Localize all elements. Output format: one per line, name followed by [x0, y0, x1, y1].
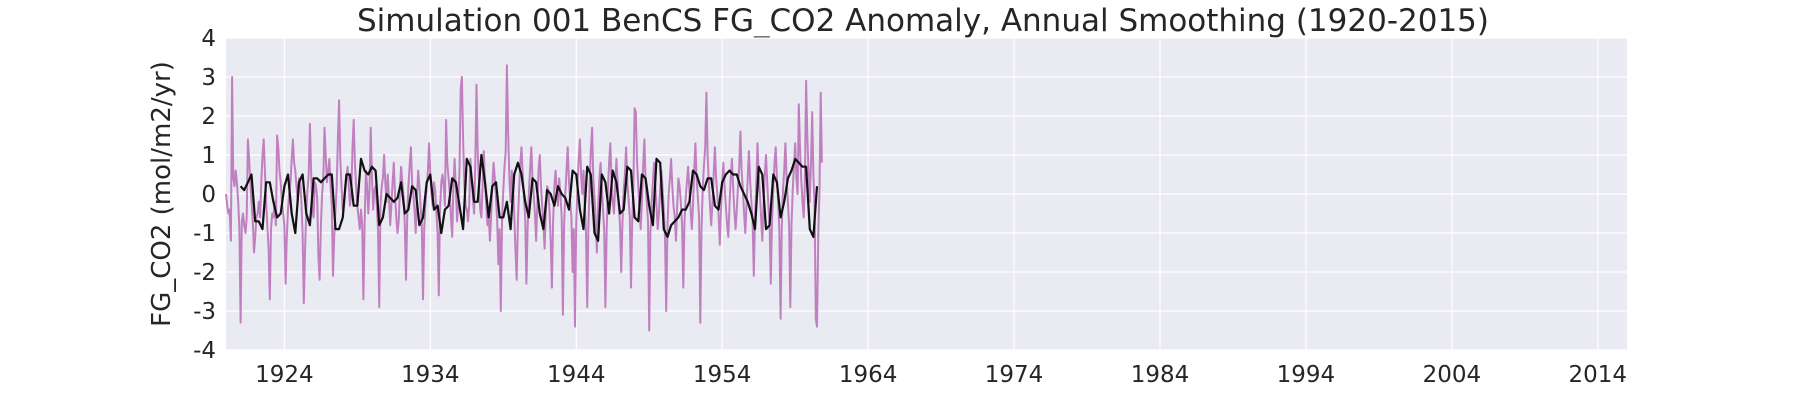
x-tick-labels: 1924 1934 1944 1954 1964 1974 1984 1994 2004 2014 — [255, 362, 1627, 388]
x-tick-label: 1954 — [693, 362, 752, 388]
y-tick-label: 1 — [201, 143, 216, 169]
y-tick-labels: 4 3 2 1 0 -1 -2 -3 -4 — [193, 26, 216, 364]
y-tick-label: 0 — [201, 182, 216, 208]
x-tick-label: 1944 — [547, 362, 606, 388]
x-tick-label: 1984 — [1131, 362, 1190, 388]
series-lines — [225, 64, 823, 332]
y-axis-label: FG_CO2 (mol/m2/yr) — [147, 61, 177, 327]
x-tick-label: 1924 — [255, 362, 314, 388]
x-tick-label: 1974 — [985, 362, 1044, 388]
y-tick-label: -4 — [193, 338, 216, 364]
x-tick-label: 2014 — [1569, 362, 1628, 388]
y-tick-label: -3 — [193, 299, 216, 325]
y-tick-label: 4 — [201, 26, 216, 52]
smoothed-series-line — [239, 153, 819, 242]
y-tick-label: 3 — [201, 65, 216, 91]
y-tick-label: 2 — [201, 104, 216, 130]
chart-title: Simulation 001 BenCS FG_CO2 Anomaly, Ann… — [357, 3, 1489, 39]
x-tick-label: 1934 — [401, 362, 460, 388]
y-tick-label: -1 — [193, 221, 216, 247]
x-tick-label: 1994 — [1277, 362, 1336, 388]
x-tick-label: 1964 — [839, 362, 898, 388]
x-tick-label: 2004 — [1423, 362, 1482, 388]
y-tick-label: -2 — [193, 260, 216, 286]
